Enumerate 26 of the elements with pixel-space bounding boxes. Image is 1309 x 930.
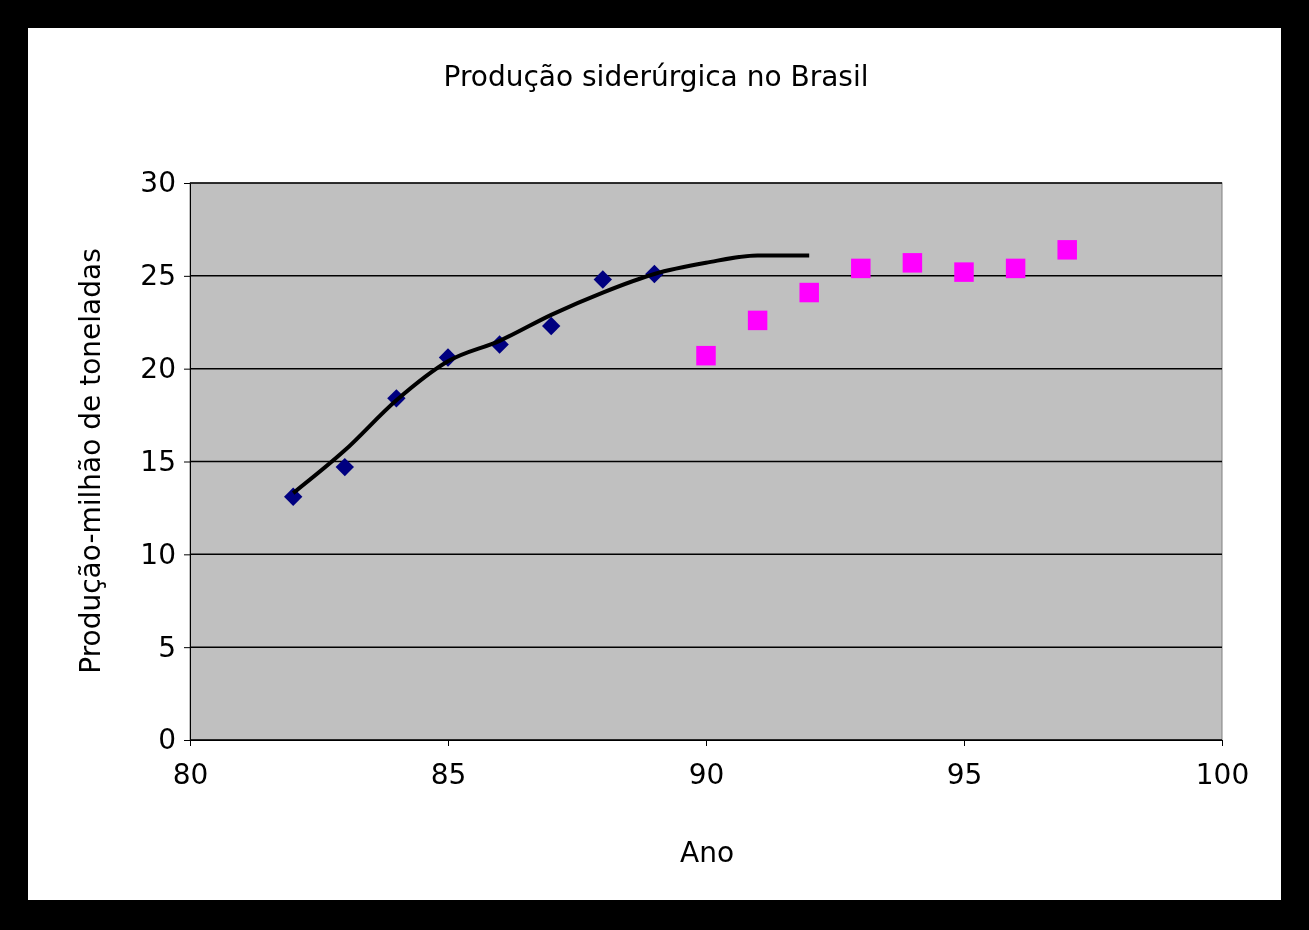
y-tick-label: 30 — [140, 166, 176, 200]
point — [1005, 258, 1026, 279]
x-tick-label: 95 — [946, 757, 983, 791]
x-tick-label: 85 — [430, 757, 467, 791]
y-axis-title: Produção-milhão de toneladas — [74, 248, 107, 674]
y-tick-label: 15 — [140, 444, 176, 478]
x-tick-label: 90 — [688, 757, 725, 791]
point — [1057, 240, 1077, 260]
point — [747, 310, 768, 331]
point — [954, 262, 974, 282]
y-tick-label: 5 — [158, 630, 176, 664]
point — [696, 345, 716, 366]
point — [335, 457, 354, 477]
y-tick-label: 25 — [140, 259, 176, 293]
y-tick-label: 0 — [158, 723, 176, 757]
point — [799, 282, 819, 303]
y-tick-label: 20 — [140, 352, 176, 386]
x-axis-title: Ano — [679, 836, 735, 869]
point — [902, 253, 923, 273]
chart-title: Produção siderúrgica no Brasil — [443, 60, 869, 93]
point — [593, 270, 612, 289]
point — [542, 316, 561, 336]
y-tick-label: 10 — [140, 537, 176, 571]
x-tick-label: 80 — [172, 757, 209, 791]
point — [851, 258, 871, 279]
x-tick-label: 100 — [1195, 757, 1250, 791]
